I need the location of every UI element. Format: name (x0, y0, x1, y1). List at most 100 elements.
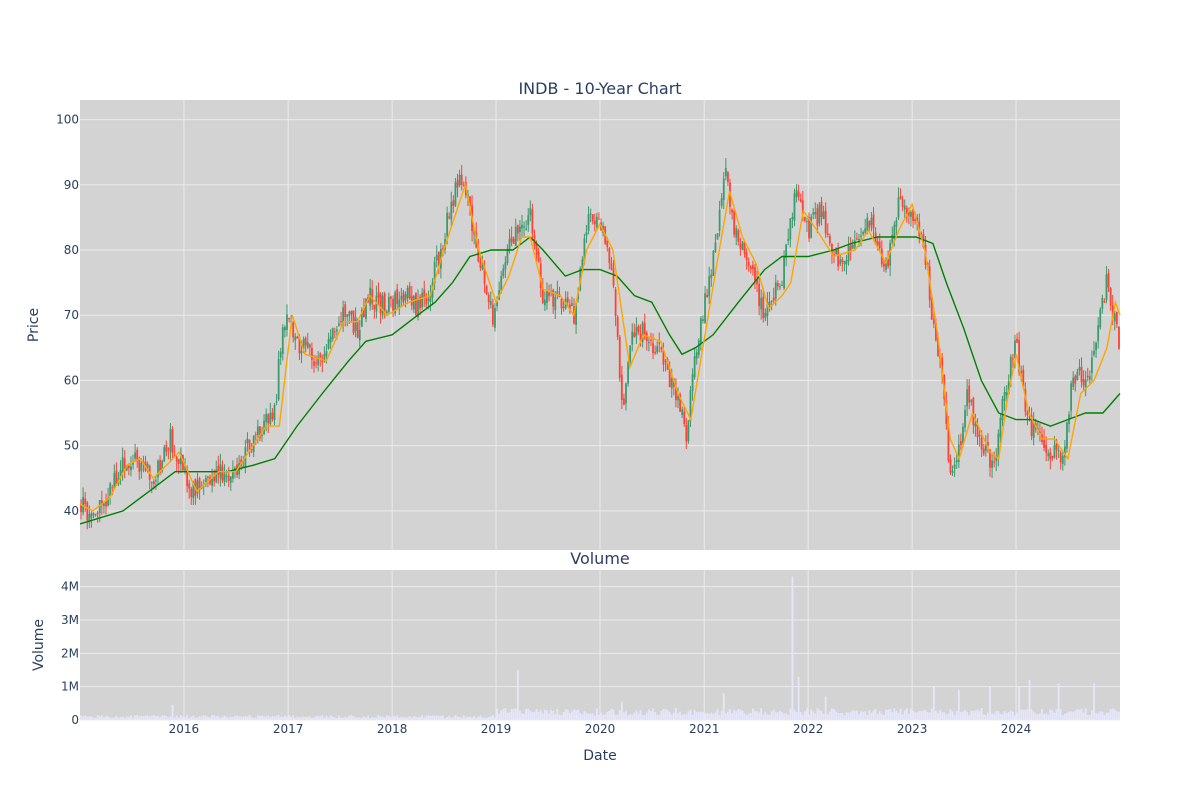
volume-bar (600, 712, 602, 720)
volume-bar (945, 714, 948, 720)
volume-bar (943, 712, 946, 720)
candle-up (691, 374, 694, 391)
volume-bar (148, 716, 151, 720)
candle-down (762, 296, 765, 318)
candle-up (818, 204, 821, 224)
volume-bar (928, 712, 931, 720)
volume-bar (333, 717, 336, 720)
volume-bar (373, 717, 376, 720)
volume-bar (835, 711, 837, 720)
volume-bar (1014, 715, 1016, 720)
candle-up (670, 378, 673, 389)
candle-up (400, 295, 403, 300)
volume-bar (1051, 710, 1054, 720)
volume-bar (762, 714, 765, 720)
volume-bar (620, 701, 623, 720)
candle-down (548, 292, 550, 297)
volume-bar (718, 714, 721, 720)
volume-bar (352, 716, 355, 720)
volume-bar (346, 717, 349, 720)
volume-bar (564, 709, 567, 720)
candle-up (317, 356, 320, 366)
candle-down (826, 233, 829, 236)
volume-bar (1107, 712, 1110, 720)
volume-bar (385, 715, 388, 720)
date-tick-label: 2020 (585, 722, 616, 736)
candle-up (427, 299, 430, 301)
candle-up (589, 213, 592, 215)
volume-bar (331, 716, 334, 720)
volume-bar (679, 711, 681, 720)
volume-bar (910, 708, 912, 720)
candle-up (261, 434, 263, 436)
volume-bars (80, 576, 1120, 720)
volume-bar (991, 713, 993, 720)
candle-down (363, 308, 365, 318)
volume-gridlines (80, 570, 1120, 721)
volume-bar (926, 712, 929, 720)
candle-down (1109, 287, 1112, 306)
volume-bar (984, 715, 987, 720)
candle-down (1018, 339, 1021, 373)
volume-bar (121, 716, 124, 720)
volume-bar (706, 713, 709, 720)
volume-bar (939, 710, 941, 720)
candle-up (1093, 350, 1095, 355)
volume-bar (1076, 708, 1079, 720)
volume-bar (982, 714, 985, 720)
volume-bar (140, 715, 143, 720)
volume-bar (1095, 713, 1097, 720)
candle-up (774, 282, 777, 299)
candle-down (660, 347, 663, 350)
candle-down (311, 347, 313, 360)
candle-down (1022, 369, 1025, 387)
volume-bar (543, 710, 546, 720)
volume-bar (171, 705, 174, 720)
candle-down (127, 465, 130, 469)
candle-down (868, 220, 871, 228)
candle-down (758, 283, 761, 307)
candle-down (111, 487, 114, 489)
volume-bar (452, 716, 455, 720)
volume-bar (450, 717, 453, 720)
volume-bar (371, 717, 374, 720)
candle-up (406, 287, 409, 299)
candle-down (483, 267, 486, 284)
candle-up (647, 342, 650, 344)
candle-up (1105, 274, 1108, 300)
candle-up (381, 295, 384, 316)
volume-bar (105, 716, 107, 720)
volume-bar (485, 717, 488, 720)
volume-bar (340, 717, 342, 720)
volume-bar (887, 709, 889, 720)
volume-bar (498, 713, 501, 720)
candle-up (119, 470, 122, 478)
date-x-ticks: 2016 2017 2018 2019 2020 2021 2022 2023 2024 (169, 722, 1032, 736)
candle-up (521, 224, 523, 229)
volume-bar (423, 717, 426, 720)
candle-down (914, 218, 917, 221)
volume-bar (1001, 714, 1004, 720)
volume-bar (196, 717, 199, 720)
candle-up (331, 328, 334, 340)
volume-bar (417, 717, 419, 720)
volume-bar (724, 713, 727, 720)
candle-down (905, 207, 908, 215)
candle-down (373, 304, 376, 310)
candle-down (949, 459, 952, 473)
volume-bar (566, 709, 569, 720)
volume-bar (754, 711, 756, 720)
volume-bar (286, 716, 288, 720)
volume-bar (1101, 711, 1104, 720)
volume-bar (298, 717, 301, 720)
volume-bar (625, 711, 627, 720)
candle-down (650, 339, 652, 341)
volume-bar (250, 716, 253, 720)
price-y-tick-label: 40 (64, 504, 79, 518)
volume-bar (200, 716, 203, 720)
volume-bar (283, 715, 286, 720)
volume-bar (471, 717, 473, 720)
candle-down (460, 174, 463, 186)
candle-down (152, 481, 155, 485)
candle-up (1099, 309, 1102, 328)
